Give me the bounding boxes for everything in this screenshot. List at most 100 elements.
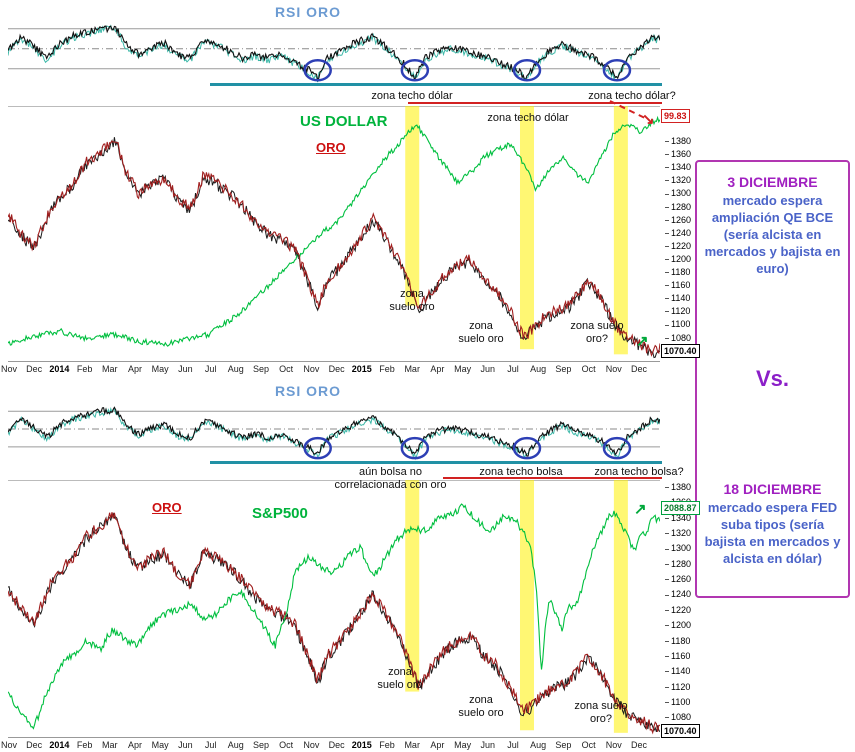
y-axis-tick: 1100 [665, 697, 690, 707]
y-axis-tick: 1380 [665, 136, 691, 146]
green-arrow-up-icon-top: ↗ [636, 333, 649, 350]
x-axis-tick: 2015 [351, 740, 372, 750]
note-body-1: mercado espera ampliación QE BCE (sería … [704, 193, 841, 276]
x-axis-tick: May [454, 364, 472, 374]
x-axis-top: Nov Dec 2014 Feb Mar Apr May Jun Jul Aug Sep Oct Nov… [0, 364, 664, 376]
note-heading-2: 18 DICIEMBRE [723, 481, 822, 498]
x-axis-tick: Sep [555, 364, 572, 374]
x-axis-tick: Feb [379, 740, 395, 750]
y-axis-tick: 1140 [665, 666, 690, 676]
rsi-title-top: RSI ORO [274, 4, 342, 20]
x-axis-tick: Aug [530, 364, 547, 374]
x-axis-tick: Jul [204, 364, 217, 374]
x-axis-tick: Aug [227, 364, 244, 374]
y-axis-tick: 1320 [665, 175, 691, 185]
x-axis-tick: Apr [127, 740, 142, 750]
annotation-zona-techo-bolsa: zona techo bolsa [479, 466, 563, 478]
x-axis-tick: Dec [328, 364, 345, 374]
x-axis-tick: May [454, 740, 472, 750]
x-axis-tick: 2015 [351, 364, 372, 374]
resistance-line-bottom [443, 477, 662, 479]
y-axis-tick: 1280 [665, 559, 691, 569]
x-axis-tick: Apr [430, 740, 445, 750]
oro-label-top: ORO [316, 140, 346, 155]
note-body-2: mercado espera FED suba tipos (sería baj… [704, 500, 841, 567]
y-axis-tick: 1340 [665, 513, 691, 523]
annotation-no-correlacionada: aún bolsa no correlacionada con oro [334, 466, 447, 491]
x-axis-tick: Jun [480, 740, 496, 750]
x-axis-tick: Nov [605, 364, 622, 374]
x-axis-tick: Sep [252, 740, 269, 750]
x-axis-tick: Dec [26, 364, 43, 374]
y-axis-tick: 1220 [665, 605, 691, 615]
x-axis-tick: Jul [507, 364, 519, 374]
y-axis-tick: 1240 [665, 589, 691, 599]
x-axis-tick: Aug [227, 740, 244, 750]
y-axis-tick: 1120 [665, 306, 690, 316]
annotation-zona-techo-bolsa-q: zona techo bolsa? [594, 466, 684, 478]
x-axis-tick: Sep [252, 364, 269, 374]
x-axis-bottom: Nov Dec 2014 Feb Mar Apr May Jun Jul Aug Sep Oct Nov… [1, 740, 664, 752]
x-axis-tick: Dec [328, 740, 345, 750]
y-axis-tick: 1260 [665, 574, 691, 584]
y-axis-tick: 1320 [665, 528, 691, 538]
note-vs: Vs. [755, 366, 790, 392]
x-axis-tick: Nov [303, 364, 320, 374]
y-axis-tick: 1160 [665, 651, 690, 661]
y-axis-tick: 1300 [665, 543, 691, 553]
x-axis-tick: Oct [581, 364, 596, 374]
rsi-support-line-top [210, 83, 662, 86]
price-marker-oro-bottom: 1070.40 [661, 724, 700, 738]
x-axis-tick: Feb [379, 364, 395, 374]
y-axis-tick: 1140 [665, 293, 690, 303]
x-axis-tick: Oct [581, 740, 596, 750]
x-axis-tick: Oct [279, 364, 294, 374]
x-axis-tick: Feb [76, 740, 93, 750]
annotation-zona-suelo-oro-3-top: zona suelo oro? [570, 320, 624, 345]
annotation-zona-suelo-oro-2-bottom: zona suelo oro [458, 694, 504, 719]
x-axis-tick: Mar [102, 364, 118, 374]
y-axis-tick: 1300 [665, 188, 691, 198]
annotation-zona-suelo-oro-3-bottom: zona suelo oro? [574, 700, 628, 725]
us-dollar-label: US DOLLAR [300, 113, 388, 130]
commentary-box: 3 DICIEMBRE mercado espera ampliación QE… [695, 160, 850, 598]
sp500-label: S&P500 [252, 505, 308, 522]
x-axis-tick: Aug [530, 740, 547, 750]
resistance-line-top [408, 102, 662, 104]
x-axis-tick: Jun [178, 740, 193, 750]
price-marker-us-dollar: 99.83 [661, 109, 690, 123]
y-axis-tick: 1280 [665, 202, 691, 212]
x-axis-tick: May [151, 364, 169, 374]
annotation-zona-techo-dolar-right: zona techo dólar? [588, 90, 676, 102]
x-axis-tick: Oct [279, 740, 294, 750]
x-axis-tick: Mar [102, 740, 118, 750]
x-axis-tick: Jul [204, 740, 217, 750]
annotation-zona-techo-dolar-mid: zona techo dólar [487, 112, 569, 124]
us-dollar-oro-chart [8, 106, 660, 362]
x-axis-tick: Nov [0, 364, 17, 374]
y-axis-tick: 1380 [665, 482, 691, 492]
y-axis-tick: 1240 [665, 228, 691, 238]
x-axis-tick: Apr [430, 364, 445, 374]
y-axis-tick: 1120 [665, 682, 690, 692]
y-axis-tick: 1360 [665, 149, 691, 159]
y-axis-tick: 1180 [665, 267, 690, 277]
x-axis-tick: Jun [480, 364, 496, 374]
annotation-zona-suelo-oro-1-bottom: zona suelo oro [377, 666, 423, 691]
y-axis-tick: 1080 [665, 333, 691, 343]
green-arrow-up-icon-bottom: ↗ [634, 501, 647, 518]
x-axis-tick: Jul [507, 740, 519, 750]
rsi-chart-top [8, 24, 660, 83]
rsi-support-line-bottom [210, 461, 662, 464]
y-axis-tick: 1100 [665, 319, 690, 329]
price-marker-sp500: 2088.87 [661, 501, 700, 515]
oro-sp500-chart [8, 480, 660, 738]
annotation-zona-techo-dolar-left: zona techo dólar [371, 90, 453, 102]
x-axis-tick: Dec [26, 740, 43, 750]
annotation-zona-suelo-oro-1-top: zona suelo oro [389, 288, 435, 313]
x-axis-tick: 2014 [49, 364, 70, 374]
x-axis-tick: Jun [178, 364, 193, 374]
y-axis-tick: 1260 [665, 215, 691, 225]
x-axis-tick: Apr [127, 364, 142, 374]
